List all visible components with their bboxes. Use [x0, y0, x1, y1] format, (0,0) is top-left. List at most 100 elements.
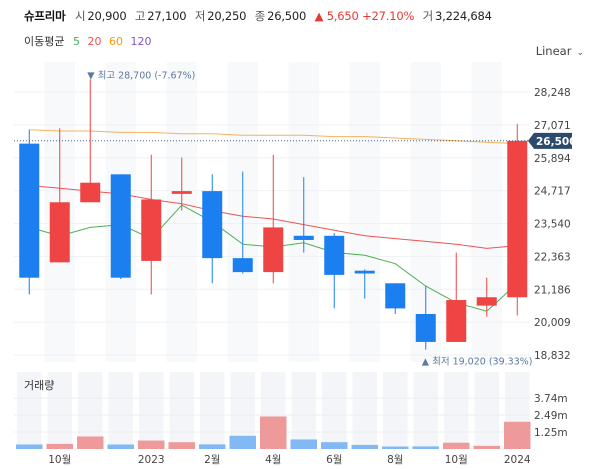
volume-column-band: [200, 372, 225, 449]
volume-bar: [412, 446, 439, 449]
chevron-down-icon: ⌄: [576, 48, 584, 58]
x-tick-label: 10월: [48, 454, 71, 466]
candle-up: [476, 297, 497, 306]
y-tick-label: 27,071: [534, 120, 571, 132]
y-tick-label: 18,832: [534, 350, 571, 362]
stock-header: 슈프리마 시 20,900 고 27,100 저 20,250 종 26,500 ▲ 5…: [24, 8, 497, 24]
y-tick-label: 20,009: [534, 317, 571, 329]
volume-value: 3,224,684: [435, 9, 492, 23]
volume-bar: [16, 444, 43, 449]
grid-column-band: [166, 62, 197, 362]
volume-column-band: [47, 372, 72, 449]
high-annotation: ▼ 최고 28,700 (-7.67%): [87, 70, 195, 81]
open-label: 시: [75, 9, 86, 23]
y-tick-label: 25,894: [534, 153, 571, 165]
volume-column-band: [169, 372, 194, 449]
candle-down: [385, 283, 406, 309]
candle-up: [446, 300, 467, 342]
volume-bar: [168, 442, 195, 449]
x-tick-label: 2024: [504, 454, 531, 466]
volume-bar: [321, 442, 348, 449]
volume-bar: [351, 444, 378, 449]
stock-name: 슈프리마: [24, 9, 66, 23]
x-tick-label: 8월: [387, 454, 403, 466]
candle-up: [141, 199, 162, 261]
candle-up: [507, 140, 528, 298]
volume-column-band: [383, 372, 408, 449]
candle-down: [415, 313, 436, 342]
candle-down: [202, 191, 223, 259]
candle-up: [80, 182, 101, 203]
open-value: 20,900: [87, 9, 127, 23]
y-tick-label: 23,540: [534, 219, 571, 231]
grid-column-band: [471, 62, 502, 362]
volume-bar: [77, 436, 104, 449]
current-price-tag: [528, 132, 572, 149]
volume-bar: [199, 444, 226, 449]
ma-title: 이동평균: [24, 35, 65, 48]
candle-up: [171, 191, 192, 194]
volume-column-band: [291, 372, 316, 449]
volume-column-band: [352, 372, 377, 449]
x-tick-label: 2023: [138, 454, 165, 466]
scale-dropdown[interactable]: Linear ⌄: [536, 44, 584, 58]
low-annotation: ▲ 최저 19,020 (39.33%): [422, 357, 533, 368]
ma60-line: [29, 129, 518, 145]
volume-tick-label: 3.74m: [534, 393, 568, 405]
volume-tick-label: 1.25m: [534, 427, 568, 439]
volume-bar: [443, 442, 470, 449]
volume-bar: [138, 440, 165, 449]
low-value: 20,250: [207, 9, 247, 23]
volume-column-band: [78, 372, 103, 449]
y-tick-label: 28,248: [534, 87, 571, 99]
ma-period-60[interactable]: 60: [108, 35, 123, 48]
moving-average-legend: 이동평균 5 20 60 120: [24, 33, 155, 49]
close-label: 종: [254, 9, 266, 23]
grid-column-band: [349, 62, 380, 362]
volume-tick-label: 2.49m: [534, 410, 568, 422]
y-tick-label: 22,363: [534, 251, 571, 263]
candle-up: [263, 227, 284, 273]
volume-bar: [260, 416, 287, 449]
x-tick-label: 2월: [204, 454, 220, 466]
volume-column-band: [108, 372, 133, 449]
x-tick-label: 10월: [445, 454, 468, 466]
close-value: 26,500: [267, 9, 307, 23]
candle-down: [232, 258, 253, 273]
ma-period-5[interactable]: 5: [72, 35, 80, 48]
high-value: 27,100: [147, 9, 187, 23]
volume-bar: [504, 421, 531, 449]
volume-bar: [46, 443, 73, 449]
candle-down: [324, 235, 345, 275]
volume-column-band: [17, 372, 42, 449]
ma-period-120[interactable]: 120: [130, 35, 152, 48]
change-value: ▲ 5,650 +27.10%: [314, 9, 415, 23]
volume-bar: [107, 444, 134, 449]
candle-up: [49, 202, 70, 263]
ma-period-20[interactable]: 20: [87, 35, 102, 48]
candle-down: [293, 235, 314, 240]
volume-column-band: [474, 372, 499, 449]
volume-column-band: [139, 372, 164, 449]
volume-column-band: [322, 372, 347, 449]
high-label: 고: [134, 9, 146, 23]
volume-bar: [229, 435, 256, 449]
scale-label: Linear: [535, 44, 572, 58]
candle-down: [19, 143, 40, 278]
volume-bar: [382, 446, 409, 449]
volume-label: 거: [422, 9, 434, 23]
y-tick-label: 21,186: [534, 284, 571, 296]
candle-down: [110, 174, 131, 278]
low-label: 저: [194, 9, 206, 23]
x-tick-label: 4월: [265, 454, 281, 466]
candle-down: [354, 270, 375, 274]
y-tick-label: 24,717: [534, 186, 571, 198]
x-tick-label: 6월: [326, 454, 342, 466]
volume-panel-title: 거래량: [24, 379, 55, 392]
current-price-label: 26,500: [536, 136, 577, 148]
volume-bar: [473, 445, 500, 449]
volume-bar: [290, 439, 317, 449]
volume-column-band: [413, 372, 438, 449]
volume-column-band: [444, 372, 469, 449]
